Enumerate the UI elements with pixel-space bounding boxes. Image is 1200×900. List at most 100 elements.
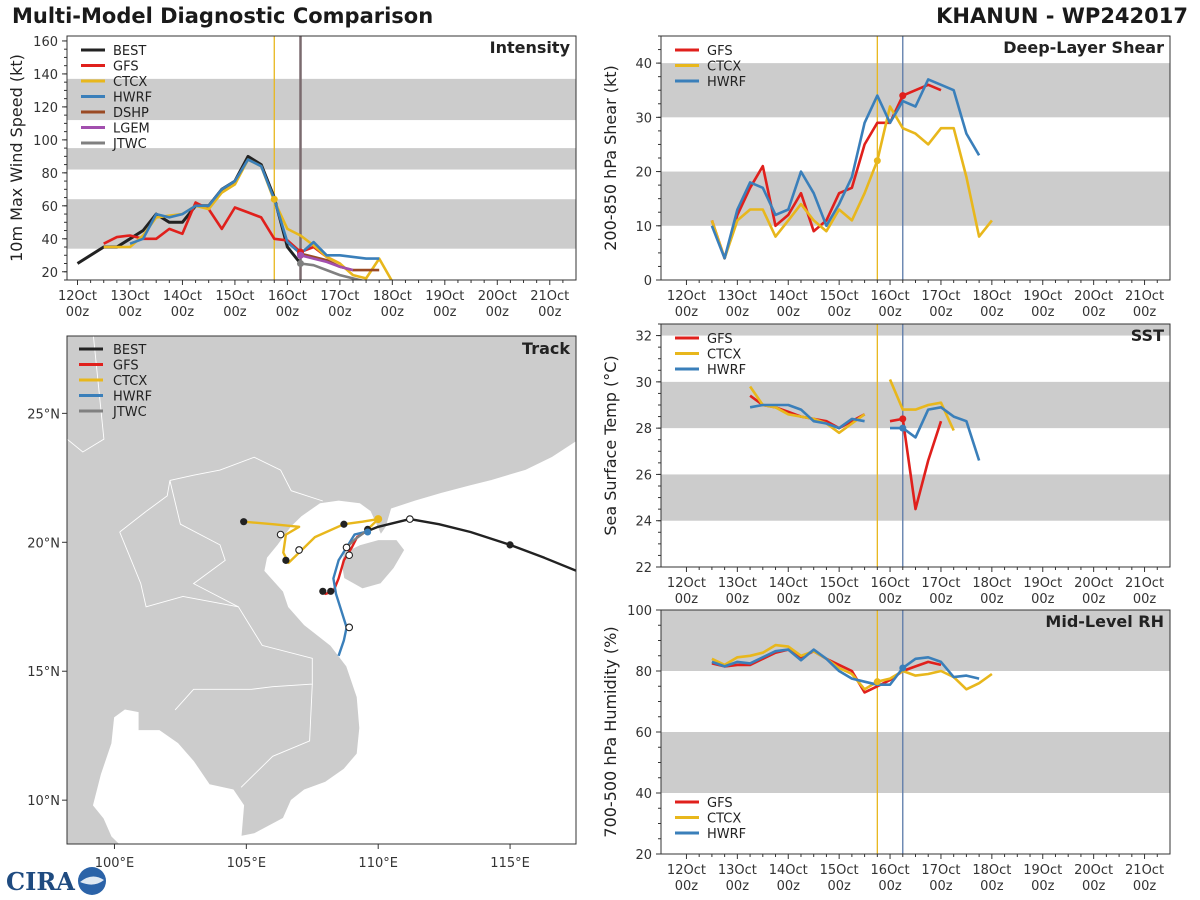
storm-name: KHANUN - WP242017	[936, 4, 1188, 28]
y-tick-label: 20	[635, 848, 652, 863]
panel-sst: 22242628303212Oct00z13Oct00z14Oct00z15Oc…	[601, 323, 1171, 607]
panel-title: Mid-Level RH	[1045, 612, 1164, 631]
x-tick-hour: 00z	[486, 305, 510, 320]
x-tick-day: 21Oct	[1125, 289, 1164, 304]
border-line	[67, 336, 105, 453]
y-tick-label: 120	[33, 101, 58, 116]
x-tick-day: 13Oct	[110, 289, 149, 304]
x-tick-day: 16Oct	[268, 289, 307, 304]
lon-tick-label: 110°E	[358, 856, 398, 871]
x-tick-hour: 00z	[929, 305, 953, 320]
x-tick-hour: 00z	[777, 879, 801, 894]
legend-label-ctcx: CTCX	[113, 75, 147, 90]
y-tick-label: 26	[635, 468, 652, 483]
x-tick-hour: 00z	[538, 305, 562, 320]
border-line	[119, 531, 239, 608]
track-point-open	[276, 530, 285, 539]
x-tick-day: 21Oct	[1125, 863, 1164, 878]
legend-label-best: BEST	[113, 44, 146, 59]
panel-intensity: 2040608010012014016012Oct00z13Oct00z14Oc…	[7, 35, 577, 320]
marker-hwrf	[899, 664, 907, 672]
band-0	[661, 732, 1170, 793]
x-tick-hour: 00z	[1082, 305, 1106, 320]
border-line	[240, 684, 313, 788]
y-tick-label: 28	[635, 422, 652, 437]
track-point-closed	[506, 541, 514, 549]
x-tick-day: 14Oct	[769, 576, 808, 591]
x-tick-hour: 00z	[777, 592, 801, 607]
y-tick-label: 160	[33, 35, 58, 50]
x-tick-hour: 00z	[1082, 592, 1106, 607]
x-tick-day: 15Oct	[820, 289, 859, 304]
page-title: Multi-Model Diagnostic Comparison	[12, 4, 434, 28]
series-ctcx	[711, 643, 993, 691]
track-point-open	[295, 546, 303, 554]
land-hainan	[340, 539, 406, 590]
series-jtwc	[300, 262, 366, 280]
x-tick-hour: 00z	[675, 305, 699, 320]
x-tick-day: 12Oct	[667, 289, 706, 304]
y-tick-label: 30	[635, 111, 652, 126]
y-axis-label: 10m Max Wind Speed (kt)	[7, 54, 26, 262]
legend-label-gfs: GFS	[707, 796, 733, 811]
legend-label-hwrf: HWRF	[707, 75, 746, 90]
x-tick-hour: 00z	[381, 305, 405, 320]
x-tick-day: 20Oct	[1074, 576, 1113, 591]
panel-rh: 2040608010012Oct00z13Oct00z14Oct00z15Oct…	[601, 604, 1171, 894]
x-tick-day: 21Oct	[1125, 576, 1164, 591]
series-hwrf-0	[749, 403, 865, 430]
y-tick-label: 40	[635, 57, 652, 72]
panel-shear: 01020304012Oct00z13Oct00z14Oct00z15Oct00…	[601, 35, 1171, 320]
series-hwrf	[129, 158, 380, 260]
series-ctcx	[710, 105, 993, 260]
x-tick-hour: 00z	[878, 592, 902, 607]
x-tick-hour: 00z	[1031, 879, 1055, 894]
x-tick-day: 17Oct	[921, 289, 960, 304]
marker-ctcx	[873, 678, 881, 686]
track-point-closed	[240, 518, 248, 526]
x-tick-hour: 00z	[777, 305, 801, 320]
band-0	[67, 199, 576, 249]
x-tick-day: 20Oct	[1074, 863, 1113, 878]
x-tick-day: 12Oct	[58, 289, 97, 304]
y-tick-label: 32	[635, 330, 652, 345]
track-point-open	[345, 551, 354, 560]
cira-logo: CIRA	[4, 866, 114, 900]
x-tick-hour: 00z	[276, 305, 300, 320]
x-tick-hour: 00z	[1133, 879, 1157, 894]
x-tick-day: 18Oct	[972, 863, 1011, 878]
x-tick-hour: 00z	[980, 592, 1004, 607]
x-tick-hour: 00z	[171, 305, 195, 320]
x-tick-day: 16Oct	[871, 863, 910, 878]
x-tick-hour: 00z	[118, 305, 142, 320]
track-point-open	[342, 543, 351, 552]
x-tick-hour: 00z	[1133, 592, 1157, 607]
x-tick-hour: 00z	[1031, 592, 1055, 607]
band-1	[661, 381, 1170, 429]
border-line	[169, 480, 313, 711]
legend-label-gfs: GFS	[113, 60, 139, 75]
y-tick-label: 100	[33, 134, 58, 149]
x-tick-hour: 00z	[66, 305, 90, 320]
series-hwrf	[711, 648, 980, 687]
band-2	[67, 78, 576, 121]
legend-label-lgem: LGEM	[113, 122, 150, 137]
x-tick-hour: 00z	[1082, 879, 1106, 894]
track-point-closed	[282, 556, 290, 564]
y-axis-label: 700-500 hPa Humidity (%)	[601, 626, 620, 837]
lat-tick-label: 10°N	[27, 794, 60, 809]
lat-tick-label: 20°N	[27, 536, 60, 551]
x-tick-day: 15Oct	[215, 289, 254, 304]
x-tick-day: 19Oct	[1023, 576, 1062, 591]
x-tick-day: 19Oct	[425, 289, 464, 304]
marker-jtwc	[297, 260, 305, 268]
x-tick-day: 18Oct	[373, 289, 412, 304]
marker-lgem	[297, 251, 305, 259]
x-tick-hour: 00z	[878, 305, 902, 320]
x-tick-hour: 00z	[980, 305, 1004, 320]
marker-ctcx	[873, 157, 881, 165]
x-tick-day: 13Oct	[718, 289, 757, 304]
x-tick-day: 13Oct	[718, 863, 757, 878]
track-point-closed	[319, 587, 327, 595]
legend-label-ctcx: CTCX	[707, 60, 741, 75]
